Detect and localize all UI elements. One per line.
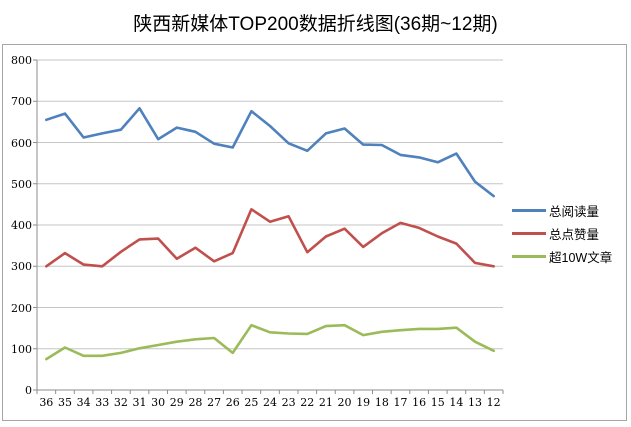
legend: 总阅读量 总点赞量 超10W文章 [512,202,612,271]
x-axis-label: 31 [132,396,147,409]
y-axis-label: 700 [11,95,32,109]
x-axis-label: 23 [281,396,296,409]
legend-line-swatch [512,231,546,235]
x-axis-label: 32 [113,396,128,409]
series-line-2 [44,323,496,361]
x-axis-label: 30 [151,396,166,409]
y-axis-label: 400 [11,219,32,232]
y-axis-label: 600 [11,136,32,150]
legend-item-total-reads: 总阅读量 [512,202,612,219]
x-axis-label: 35 [57,396,72,409]
x-axis-label: 34 [76,396,91,409]
y-axis-label: 800 [11,54,32,67]
series-line-1 [44,208,496,268]
chart-title: 陕西新媒体TOP200数据折线图(36期~12期) [133,14,498,35]
x-axis-label: 24 [263,396,277,409]
y-axis-label: 200 [11,301,32,315]
y-axis-label: 500 [11,177,32,191]
x-axis-label: 18 [374,396,389,409]
legend-label: 超10W文章 [549,250,613,265]
x-axis-label: 20 [337,396,352,409]
x-axis-label: 21 [318,396,333,409]
legend-item-over-100k-articles: 超10W文章 [512,248,613,265]
x-axis-label: 15 [430,396,445,409]
plot-area [33,59,504,394]
x-axis-label: 16 [412,396,427,409]
chart-frame: 0 100 200 300 400 500 600 700 800 36 35 34 33 32 31 30… [2,44,627,421]
x-axis-label: 29 [169,396,184,409]
x-axis-label: 28 [188,396,203,409]
x-axis-label: 22 [300,396,315,409]
x-axis-label: 19 [356,396,371,409]
y-axis-label: 300 [11,260,32,274]
series-line-0 [44,106,496,198]
x-axis-label: 17 [393,396,408,409]
x-axis-label: 26 [225,396,240,409]
legend-label: 总阅读量 [549,204,600,219]
x-axis-label: 14 [449,396,464,409]
x-axis-label: 13 [468,396,483,409]
legend-line-swatch [512,254,546,258]
x-axis-label: 33 [95,396,110,409]
y-axis-label: 0 [25,384,32,397]
y-axis-label: 100 [11,342,32,356]
x-axis-label: 12 [486,396,501,409]
x-axis-label: 27 [207,396,222,409]
x-axis-label: 25 [244,396,259,409]
legend-item-total-likes: 总点赞量 [512,225,612,242]
legend-line-swatch [512,208,546,212]
x-axis-label: 36 [39,396,54,409]
legend-label: 总点赞量 [549,227,600,242]
